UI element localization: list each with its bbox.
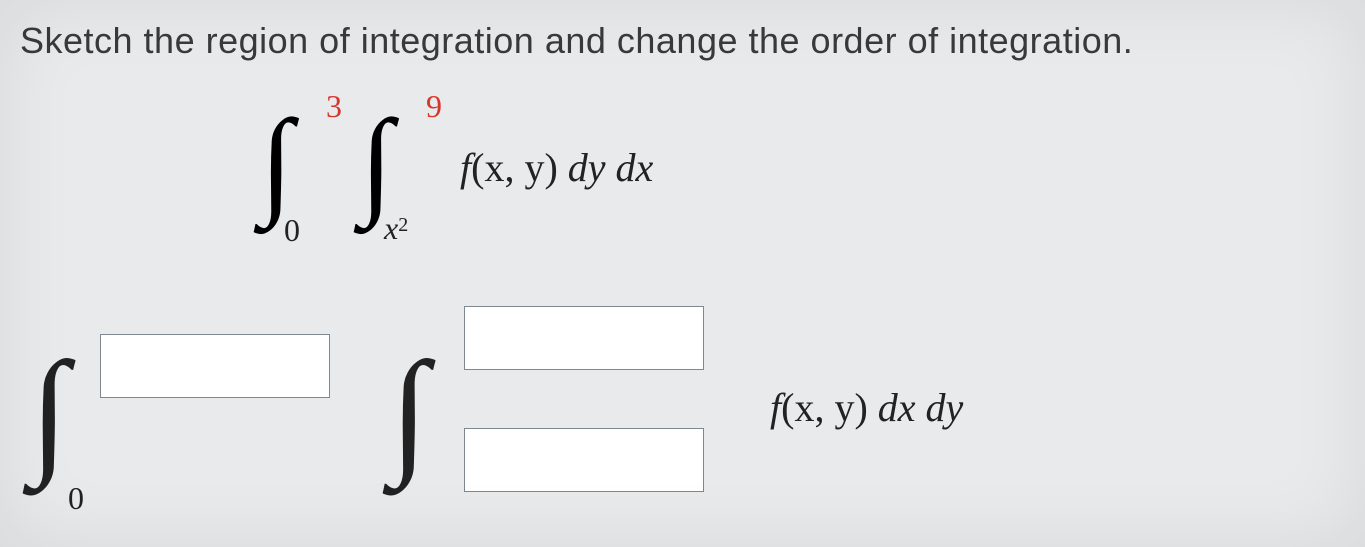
answer-outer-upper-input[interactable]	[100, 334, 330, 398]
answer-inner-upper-input[interactable]	[464, 306, 704, 370]
answer-inner-lower-input[interactable]	[464, 428, 704, 492]
inner-upper-limit: 9	[426, 88, 442, 125]
answer-integral: ∫ 0 ∫ f(x, y) dx dy	[30, 302, 1330, 532]
inner-lower-limit: x2	[384, 210, 408, 247]
answer-integral-sign-outer: ∫	[30, 342, 68, 482]
outer-lower-limit: 0	[284, 212, 300, 249]
integral-sign-inner: ∫	[360, 102, 393, 222]
given-dy: dy	[558, 145, 606, 190]
question-prompt: Sketch the region of integration and cha…	[20, 20, 1345, 62]
given-integrand: f(x, y) dy dx	[460, 144, 653, 191]
answer-integrand: f(x, y) dx dy	[770, 384, 963, 431]
integrand-fn: f	[460, 145, 471, 190]
answer-integrand-args: (x, y)	[781, 385, 868, 430]
outer-upper-limit: 3	[326, 88, 342, 125]
inner-lower-limit-base: x	[384, 210, 398, 246]
given-dx: dx	[606, 145, 654, 190]
answer-dy: dy	[916, 385, 964, 430]
answer-outer-lower-limit: 0	[68, 480, 84, 517]
inner-lower-limit-exp: 2	[398, 214, 408, 236]
integrand-args: (x, y)	[471, 145, 558, 190]
page: Sketch the region of integration and cha…	[0, 0, 1365, 547]
answer-integral-sign-inner: ∫	[390, 342, 428, 482]
answer-dx: dx	[868, 385, 916, 430]
integral-sign-outer: ∫	[260, 102, 293, 222]
answer-integrand-fn: f	[770, 385, 781, 430]
given-integral: ∫ 3 0 ∫ 9 x2 f(x, y) dy dx	[260, 92, 960, 252]
